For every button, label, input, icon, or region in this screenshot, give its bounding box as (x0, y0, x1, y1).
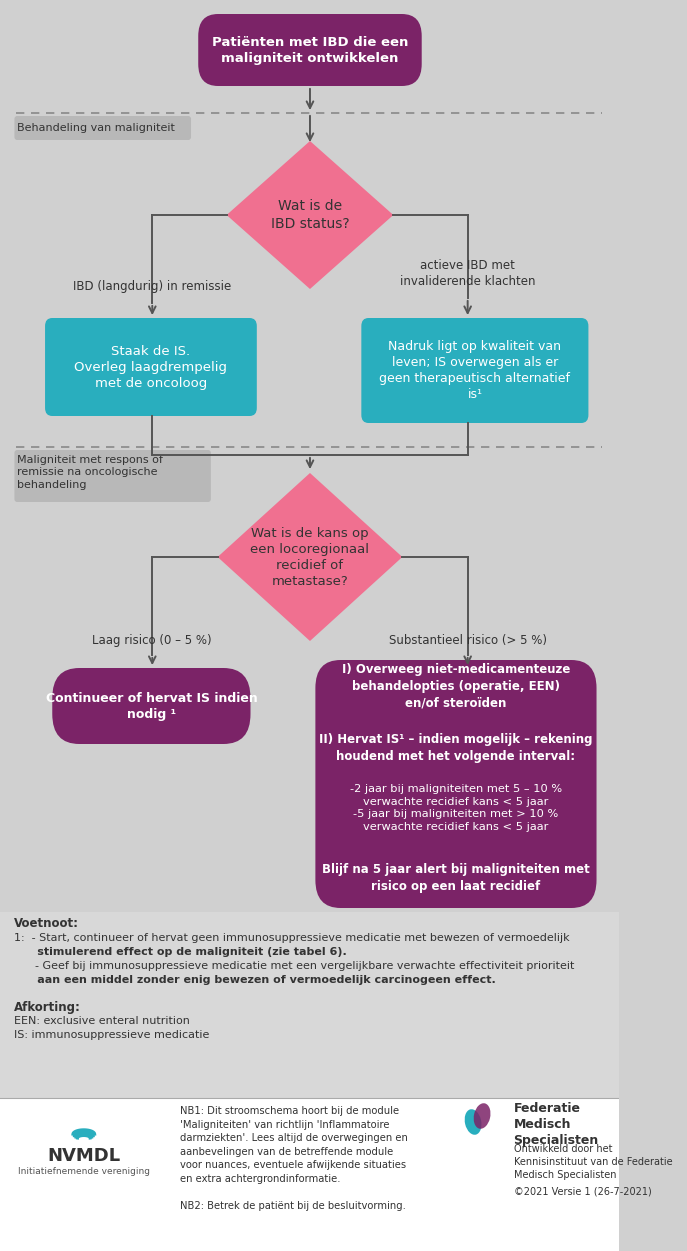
Text: stimulerend effect op de maligniteit (zie tabel 6).: stimulerend effect op de maligniteit (zi… (14, 947, 347, 957)
FancyBboxPatch shape (45, 318, 257, 417)
FancyBboxPatch shape (315, 661, 596, 908)
Text: Wat is de
IBD status?: Wat is de IBD status? (271, 199, 349, 230)
Text: aan een middel zonder enig bewezen of vermoedelijk carcinogeen effect.: aan een middel zonder enig bewezen of ve… (14, 975, 496, 985)
Text: NB1: Dit stroomschema hoort bij de module
'Maligniteiten' van richtlijn 'Inflamm: NB1: Dit stroomschema hoort bij de modul… (180, 1106, 408, 1211)
Text: Maligniteit met respons of
remissie na oncologische
behandeling: Maligniteit met respons of remissie na o… (17, 455, 163, 490)
Text: 1:  - Start, continueer of hervat geen immunosuppressieve medicatie met bewezen : 1: - Start, continueer of hervat geen im… (14, 933, 570, 943)
Text: Continueer of hervat IS indien
nodig ¹: Continueer of hervat IS indien nodig ¹ (45, 692, 257, 721)
FancyBboxPatch shape (199, 14, 422, 86)
Text: Behandeling van maligniteit: Behandeling van maligniteit (17, 123, 175, 133)
Text: EEN: exclusive enteral nutrition: EEN: exclusive enteral nutrition (14, 1016, 190, 1026)
Text: Ontwikkeld door het
Kennisinstituut van de Federatie
Medisch Specialisten: Ontwikkeld door het Kennisinstituut van … (514, 1143, 673, 1181)
Text: -2 jaar bij maligniteiten met 5 – 10 %
verwachte recidief kans < 5 jaar
-5 jaar : -2 jaar bij maligniteiten met 5 – 10 % v… (350, 784, 562, 832)
Text: Substantieel risico (> 5 %): Substantieel risico (> 5 %) (389, 634, 547, 647)
Text: Nadruk ligt op kwaliteit van
leven; IS overwegen als er
geen therapeutisch alter: Nadruk ligt op kwaliteit van leven; IS o… (379, 340, 570, 402)
FancyBboxPatch shape (52, 668, 251, 744)
Text: Initiatiefnemende vereniging: Initiatiefnemende vereniging (18, 1166, 150, 1176)
Text: IS: immunosuppressieve medicatie: IS: immunosuppressieve medicatie (14, 1030, 210, 1040)
Text: NVMDL: NVMDL (47, 1147, 120, 1165)
Text: Patiënten met IBD die een
maligniteit ontwikkelen: Patiënten met IBD die een maligniteit on… (212, 35, 408, 65)
FancyBboxPatch shape (0, 1098, 619, 1251)
Polygon shape (218, 473, 403, 641)
FancyBboxPatch shape (14, 450, 211, 502)
Text: Federatie
Medisch
Specialisten: Federatie Medisch Specialisten (514, 1102, 599, 1147)
Text: Voetnoot:: Voetnoot: (14, 917, 80, 929)
Text: Afkorting:: Afkorting: (14, 1001, 81, 1015)
Polygon shape (227, 141, 394, 289)
Text: Staak de IS.
Overleg laagdrempelig
met de oncoloog: Staak de IS. Overleg laagdrempelig met d… (74, 344, 227, 389)
Text: ©2021 Versie 1 (26-7-2021): ©2021 Versie 1 (26-7-2021) (514, 1186, 651, 1196)
Text: Laag risico (0 – 5 %): Laag risico (0 – 5 %) (93, 634, 212, 647)
Ellipse shape (473, 1103, 491, 1128)
Text: actieve IBD met
invaliderende klachten: actieve IBD met invaliderende klachten (400, 259, 535, 288)
Ellipse shape (464, 1110, 482, 1135)
Text: IBD (langdurig) in remissie: IBD (langdurig) in remissie (73, 280, 232, 293)
Text: I) Overweeg niet-medicamenteuze
behandelopties (operatie, EEN)
en/of steroïden: I) Overweeg niet-medicamenteuze behandel… (341, 663, 570, 709)
FancyBboxPatch shape (361, 318, 588, 423)
Text: Blijf na 5 jaar alert bij maligniteiten met
risico op een laat recidief: Blijf na 5 jaar alert bij maligniteiten … (322, 863, 590, 893)
Text: - Geef bij immunosuppressieve medicatie met een vergelijkbare verwachte effectiv: - Geef bij immunosuppressieve medicatie … (14, 961, 575, 971)
FancyBboxPatch shape (14, 116, 191, 140)
FancyBboxPatch shape (0, 912, 619, 1251)
Text: Wat is de kans op
een locoregionaal
recidief of
metastase?: Wat is de kans op een locoregionaal reci… (251, 527, 370, 588)
Text: II) Hervat IS¹ – indien mogelijk – rekening
houdend met het volgende interval:: II) Hervat IS¹ – indien mogelijk – reken… (319, 733, 593, 763)
